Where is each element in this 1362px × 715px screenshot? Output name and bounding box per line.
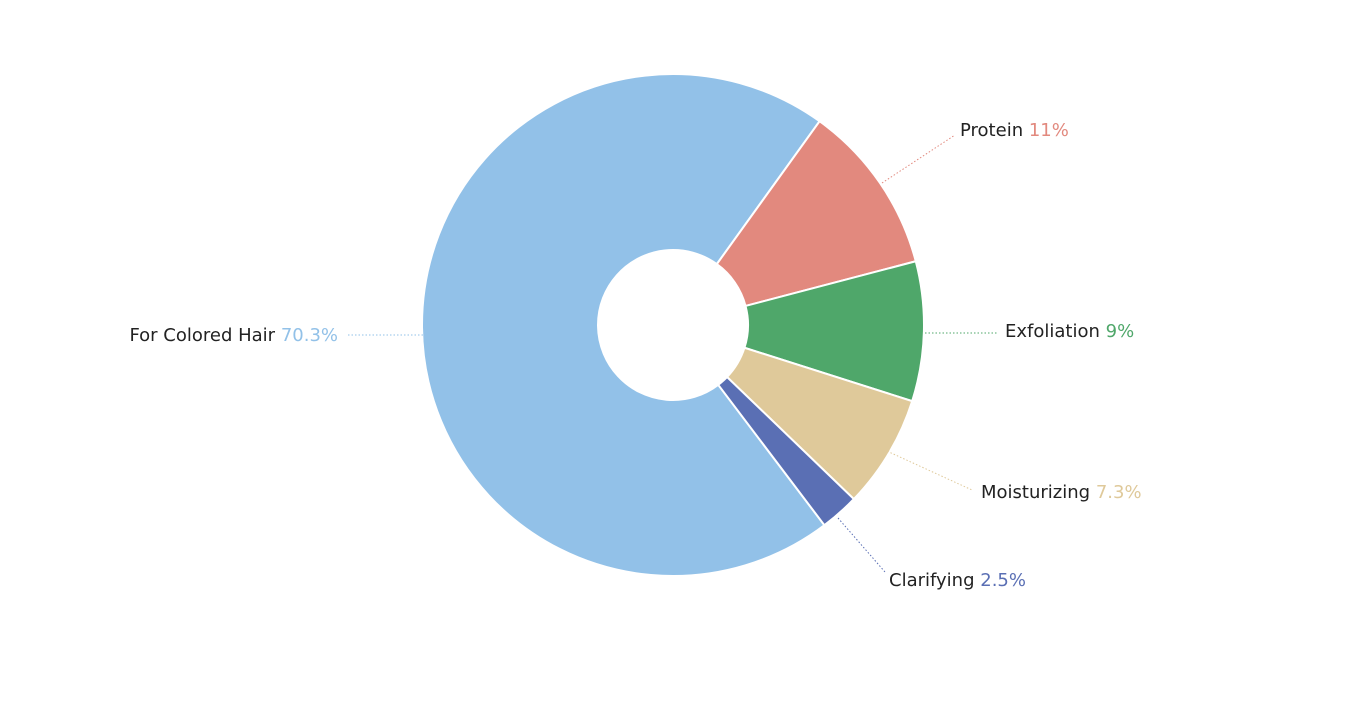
slice	[716, 375, 856, 527]
slice	[715, 119, 917, 308]
value-label: 7.3%	[1096, 482, 1142, 503]
slice-label: Exfoliation 9%	[1005, 321, 1134, 342]
category-name: Protein	[960, 120, 1023, 141]
slice	[421, 73, 826, 577]
leader-line	[881, 134, 956, 184]
category-name: For Colored Hair	[129, 325, 275, 346]
leader-line	[829, 424, 973, 491]
value-label: 9%	[1106, 321, 1135, 342]
value-label: 11%	[1029, 120, 1069, 141]
slice	[743, 260, 925, 403]
category-name: Moisturizing	[981, 482, 1090, 503]
slice-label: Protein 11%	[960, 120, 1069, 141]
value-label: 2.5%	[980, 570, 1026, 591]
category-name: Exfoliation	[1005, 321, 1100, 342]
leader-line	[837, 517, 886, 573]
slice-label: Clarifying 2.5%	[889, 570, 1026, 591]
value-label: 70.3%	[281, 325, 338, 346]
slice-label: For Colored Hair 70.3%	[129, 325, 338, 346]
slice-label: Moisturizing 7.3%	[981, 482, 1142, 503]
category-name: Clarifying	[889, 570, 975, 591]
